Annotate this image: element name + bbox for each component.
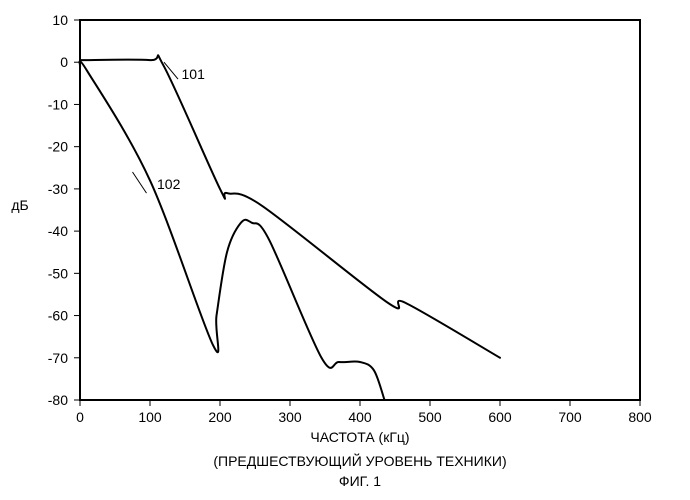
chart-background bbox=[0, 0, 690, 500]
x-tick-label: 100 bbox=[138, 409, 162, 425]
x-tick-label: 200 bbox=[208, 409, 232, 425]
series-102-label: 102 bbox=[157, 176, 181, 192]
y-tick-label: -30 bbox=[48, 181, 68, 197]
caption-fig: ФИГ. 1 bbox=[339, 473, 381, 489]
y-axis-label: дБ bbox=[11, 197, 28, 213]
x-tick-label: 700 bbox=[558, 409, 582, 425]
y-tick-label: -60 bbox=[48, 308, 68, 324]
y-tick-label: -50 bbox=[48, 265, 68, 281]
x-tick-label: 600 bbox=[488, 409, 512, 425]
line-chart: 0100200300400500600700800-80-70-60-50-40… bbox=[0, 0, 690, 500]
y-tick-label: 0 bbox=[60, 54, 68, 70]
x-axis-label: ЧАСТОТА (кГц) bbox=[310, 429, 409, 445]
y-tick-label: -70 bbox=[48, 350, 68, 366]
x-tick-label: 300 bbox=[278, 409, 302, 425]
series-101-label: 101 bbox=[182, 66, 206, 82]
x-tick-label: 0 bbox=[76, 409, 84, 425]
y-tick-label: 10 bbox=[52, 12, 68, 28]
x-tick-label: 800 bbox=[628, 409, 652, 425]
caption-prior-art: (ПРЕДШЕСТВУЮЩИЙ УРОВЕНЬ ТЕХНИКИ) bbox=[213, 452, 506, 469]
chart-container: 0100200300400500600700800-80-70-60-50-40… bbox=[0, 0, 690, 500]
x-tick-label: 400 bbox=[348, 409, 372, 425]
x-tick-label: 500 bbox=[418, 409, 442, 425]
y-tick-label: -10 bbox=[48, 96, 68, 112]
y-tick-label: -80 bbox=[48, 392, 68, 408]
y-tick-label: -20 bbox=[48, 139, 68, 155]
y-tick-label: -40 bbox=[48, 223, 68, 239]
